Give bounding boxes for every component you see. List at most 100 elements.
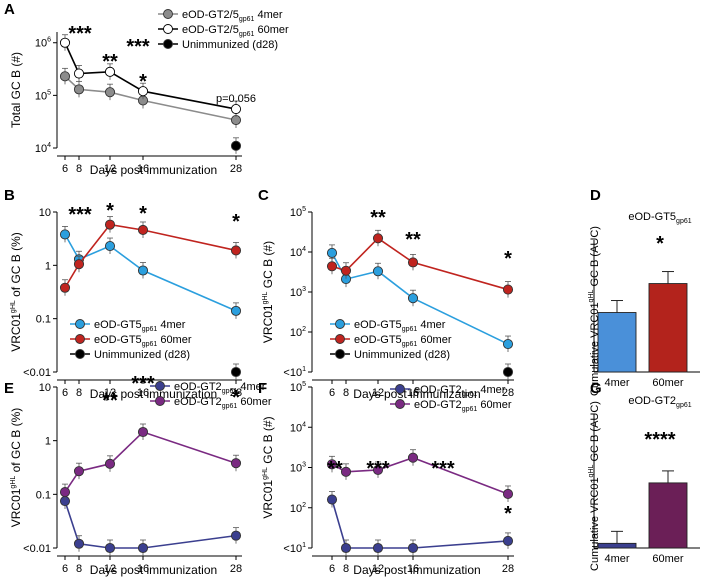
y-tick-label: 1 [45,260,51,272]
data-point [230,458,242,469]
y-tick-label: 104 [290,421,306,434]
x-tick-label: 8 [343,563,349,575]
data-point [326,459,338,470]
y-label-text: VRC01 [9,488,23,527]
bar [597,542,637,549]
data-point [59,282,71,293]
data-point [104,219,116,230]
legend-subscript: gp61 [239,16,255,23]
chart-title: eOD-GT2gp61 [628,395,691,409]
y-label-superscript: gHL [588,464,595,477]
data-point [73,538,85,549]
significance-marker: *** [131,373,155,395]
legend-name: eOD-GT2 [414,384,462,396]
series-line [64,234,237,312]
y-axis-label: VRC01gHL GC B (#) [261,416,275,518]
x-tick-label: 6 [62,563,68,575]
series-line [331,456,509,495]
series-line [64,42,237,110]
significance-marker: *** [431,458,455,480]
panel-label: E [4,380,14,397]
y-label-text: of GC B (%) [9,408,23,476]
x-axis-label: Days post immunization [90,563,217,577]
y-tick-exponent: 2 [302,326,306,333]
x-tick-label: 16 [407,387,419,399]
legend-name: eOD-GT5 [94,334,142,346]
legend-label: eOD-GT2gp61 60mer [174,396,272,410]
data-point [372,464,384,475]
x-axis-label: Days post immunization [353,563,480,577]
y-axis-label: Cumulative VRC01gHL GC B (AUC) [588,401,601,571]
series-line [331,499,509,549]
legend-subscript: gp61 [402,326,418,333]
y-tick-base: 10 [290,247,302,259]
legend-subscript: gp61 [462,406,478,413]
y-axis-label: Total GC B (#) [9,52,23,128]
significance-marker: * [656,233,664,255]
x-tick-label: 28 [502,387,514,399]
legend-subscript: gp61 [142,341,158,348]
series-line [64,223,237,289]
y-tick-label: 0.1 [36,489,51,501]
y-label-superscript: gHL [10,300,17,313]
y-label-text: VRC01 [261,480,275,519]
y-tick-exponent: 4 [47,142,51,149]
significance-marker: * [504,248,512,270]
data-point [137,86,149,97]
y-label-text: VRC01 [9,313,23,352]
chart-title: eOD-GT5gp61 [628,211,691,225]
y-tick-base: <10 [283,543,302,555]
significance-marker: **** [644,429,675,451]
data-point [230,530,242,541]
y-tick-exponent: 5 [302,206,306,213]
legend-marker [75,349,85,359]
legend-name: Unimmunized (d28) [354,349,450,361]
y-tick-label: 106 [35,37,51,50]
y-label-text: GC B (#) [261,241,275,292]
legend-label: eOD-GT5gp61 4mer [94,319,186,333]
y-tick-exponent: 3 [302,286,306,293]
title-text: eOD-GT2 [628,395,676,407]
data-point [230,245,242,256]
legend-suffix: 4mer [254,9,282,21]
legend-marker [335,334,345,344]
y-tick-base: <10 [283,367,302,379]
legend-name: eOD-GT5 [354,334,402,346]
y-tick-base: 10 [290,207,302,219]
series-line [64,500,237,549]
x-tick-label: 4mer [604,377,629,389]
y-tick-label: 1 [45,436,51,448]
x-tick-label: 16 [137,387,149,399]
x-tick-label: 16 [407,563,419,575]
y-tick-exponent: 4 [302,421,306,428]
x-tick-label: 6 [62,163,68,175]
data-point [59,229,71,240]
data-point [340,542,352,554]
y-label-text: GC B (#) [261,416,275,467]
x-axis-label: Days post immunization [353,387,480,401]
data-point [59,487,71,498]
series-line [64,431,237,493]
data-point [104,240,116,252]
significance-marker: * [504,503,512,525]
y-tick-label: 0.1 [36,314,51,326]
x-tick-label: 28 [502,563,514,575]
y-tick-label: 105 [290,206,306,219]
legend-name: eOD-GT2/5 [182,9,239,21]
data-point [326,247,338,258]
y-tick-base: 10 [290,463,302,475]
legend-marker [75,334,85,344]
data-point [73,84,85,95]
legend-marker [335,349,345,359]
x-tick-label: 12 [104,163,116,175]
x-tick-label: 28 [230,163,242,175]
x-tick-label: 16 [137,563,149,575]
y-tick-label: 104 [290,246,306,259]
significance-marker: *** [68,23,92,45]
x-tick-label: 6 [329,563,335,575]
title-text: eOD-GT5 [628,211,676,223]
panel-label: B [4,187,15,204]
data-point [59,37,71,48]
bar [648,283,688,373]
